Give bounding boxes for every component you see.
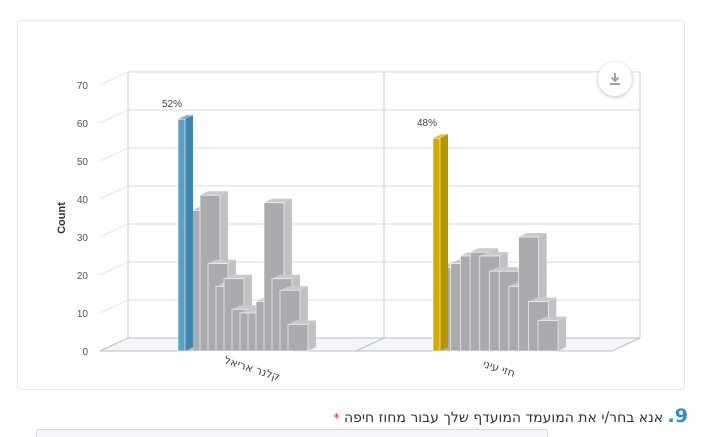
- answer-field[interactable]: [36, 429, 548, 437]
- side-gridline: [99, 109, 129, 124]
- question-number: 9.: [667, 405, 688, 427]
- data-label: 52%: [162, 99, 182, 110]
- side-gridline: [99, 71, 129, 86]
- y-tick-label: 0: [82, 347, 88, 358]
- download-icon: [610, 73, 620, 85]
- question-heading: 9. אנא בחר/י את המועמד המועדף שלך עבור מ…: [333, 405, 688, 427]
- side-gridline: [99, 261, 129, 276]
- y-tick-label: 50: [77, 157, 89, 168]
- y-tick-label: 10: [77, 309, 89, 320]
- background-bar: [537, 316, 566, 352]
- y-tick-label: 40: [77, 195, 89, 206]
- highlight-bar: [432, 134, 448, 352]
- data-label: 48%: [417, 118, 437, 129]
- y-tick-label: 20: [77, 271, 89, 282]
- side-gridline: [99, 299, 129, 314]
- y-tick-label: 60: [77, 119, 89, 130]
- download-button[interactable]: [598, 62, 632, 96]
- side-gridline: [99, 223, 129, 238]
- y-axis-label: Count: [56, 202, 68, 234]
- floor-divider: [355, 337, 385, 352]
- required-mark: *: [333, 411, 340, 425]
- question-text: אנא בחר/י את המועמד המועדף שלך עבור מחוז…: [343, 410, 664, 426]
- y-tick-label: 30: [77, 233, 89, 244]
- background-bar: [287, 320, 316, 352]
- highlight-bar: [177, 115, 193, 352]
- side-gridline: [99, 185, 129, 200]
- side-gridline: [99, 147, 129, 162]
- y-tick-label: 70: [77, 81, 89, 92]
- x-tick-label: קלנר אריאל: [223, 354, 282, 384]
- x-tick-label: חזי עיני: [481, 357, 517, 380]
